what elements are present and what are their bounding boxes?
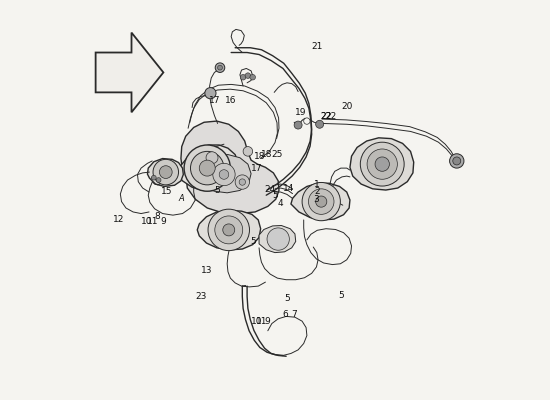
Text: 13: 13 [201, 266, 212, 276]
Circle shape [449, 154, 464, 168]
Text: 5: 5 [338, 291, 344, 300]
Text: 1: 1 [314, 180, 320, 188]
Text: 17: 17 [208, 96, 220, 105]
Circle shape [375, 157, 389, 171]
Circle shape [223, 224, 235, 236]
Text: 18: 18 [254, 152, 266, 161]
Circle shape [453, 157, 461, 165]
Text: 8: 8 [154, 212, 160, 221]
Text: 11: 11 [147, 217, 158, 226]
Text: 23: 23 [196, 292, 207, 301]
Circle shape [208, 209, 250, 251]
Circle shape [302, 182, 340, 221]
Circle shape [316, 120, 323, 128]
Circle shape [360, 142, 404, 186]
Text: 14: 14 [283, 184, 294, 192]
Circle shape [160, 166, 172, 178]
Polygon shape [181, 121, 279, 214]
Text: 22: 22 [325, 112, 337, 121]
Circle shape [294, 121, 302, 129]
Text: 21: 21 [311, 42, 322, 51]
Text: 19: 19 [295, 108, 307, 117]
Text: 22: 22 [321, 112, 332, 121]
Circle shape [240, 74, 246, 80]
Text: 22: 22 [321, 112, 332, 121]
Circle shape [304, 118, 310, 124]
Circle shape [215, 216, 243, 244]
Text: 10: 10 [141, 217, 152, 226]
Circle shape [250, 74, 255, 80]
Text: 16: 16 [226, 96, 237, 105]
Circle shape [367, 149, 397, 179]
Text: 9: 9 [161, 217, 166, 226]
Text: 9: 9 [264, 317, 270, 326]
Circle shape [267, 228, 289, 250]
Circle shape [218, 65, 222, 70]
Circle shape [235, 175, 250, 189]
Text: 18: 18 [261, 150, 273, 159]
Circle shape [156, 178, 161, 182]
Circle shape [190, 151, 224, 185]
Text: 5: 5 [284, 294, 290, 303]
Circle shape [206, 152, 218, 164]
Polygon shape [197, 210, 261, 250]
Polygon shape [199, 154, 251, 193]
Circle shape [316, 196, 327, 207]
Text: 12: 12 [113, 216, 124, 224]
Polygon shape [96, 32, 163, 112]
Text: 4: 4 [278, 199, 283, 208]
Text: 10: 10 [250, 317, 262, 326]
Polygon shape [259, 226, 296, 253]
Polygon shape [291, 183, 350, 220]
Circle shape [153, 159, 179, 185]
Text: 20: 20 [341, 102, 353, 111]
Text: 7: 7 [292, 310, 297, 319]
Text: 6: 6 [283, 310, 288, 319]
Circle shape [151, 175, 156, 180]
Text: 3: 3 [313, 195, 319, 204]
Text: 15: 15 [161, 187, 172, 196]
Circle shape [219, 170, 229, 179]
Circle shape [213, 163, 235, 186]
Text: 5: 5 [272, 191, 278, 200]
Text: 5: 5 [214, 186, 221, 195]
Polygon shape [147, 158, 183, 186]
Text: 17: 17 [251, 164, 262, 173]
Circle shape [215, 63, 225, 72]
Polygon shape [175, 145, 238, 190]
Circle shape [199, 160, 215, 176]
Circle shape [309, 189, 334, 214]
Polygon shape [350, 138, 414, 190]
Circle shape [245, 73, 251, 78]
Text: 11: 11 [256, 317, 267, 326]
Text: A: A [178, 194, 184, 203]
Text: 5: 5 [251, 236, 256, 246]
Text: 25: 25 [271, 150, 283, 159]
Circle shape [184, 145, 230, 191]
Text: 2: 2 [314, 187, 320, 196]
Circle shape [205, 88, 216, 99]
Text: 24: 24 [265, 185, 276, 194]
Circle shape [239, 179, 245, 185]
Circle shape [243, 146, 252, 156]
